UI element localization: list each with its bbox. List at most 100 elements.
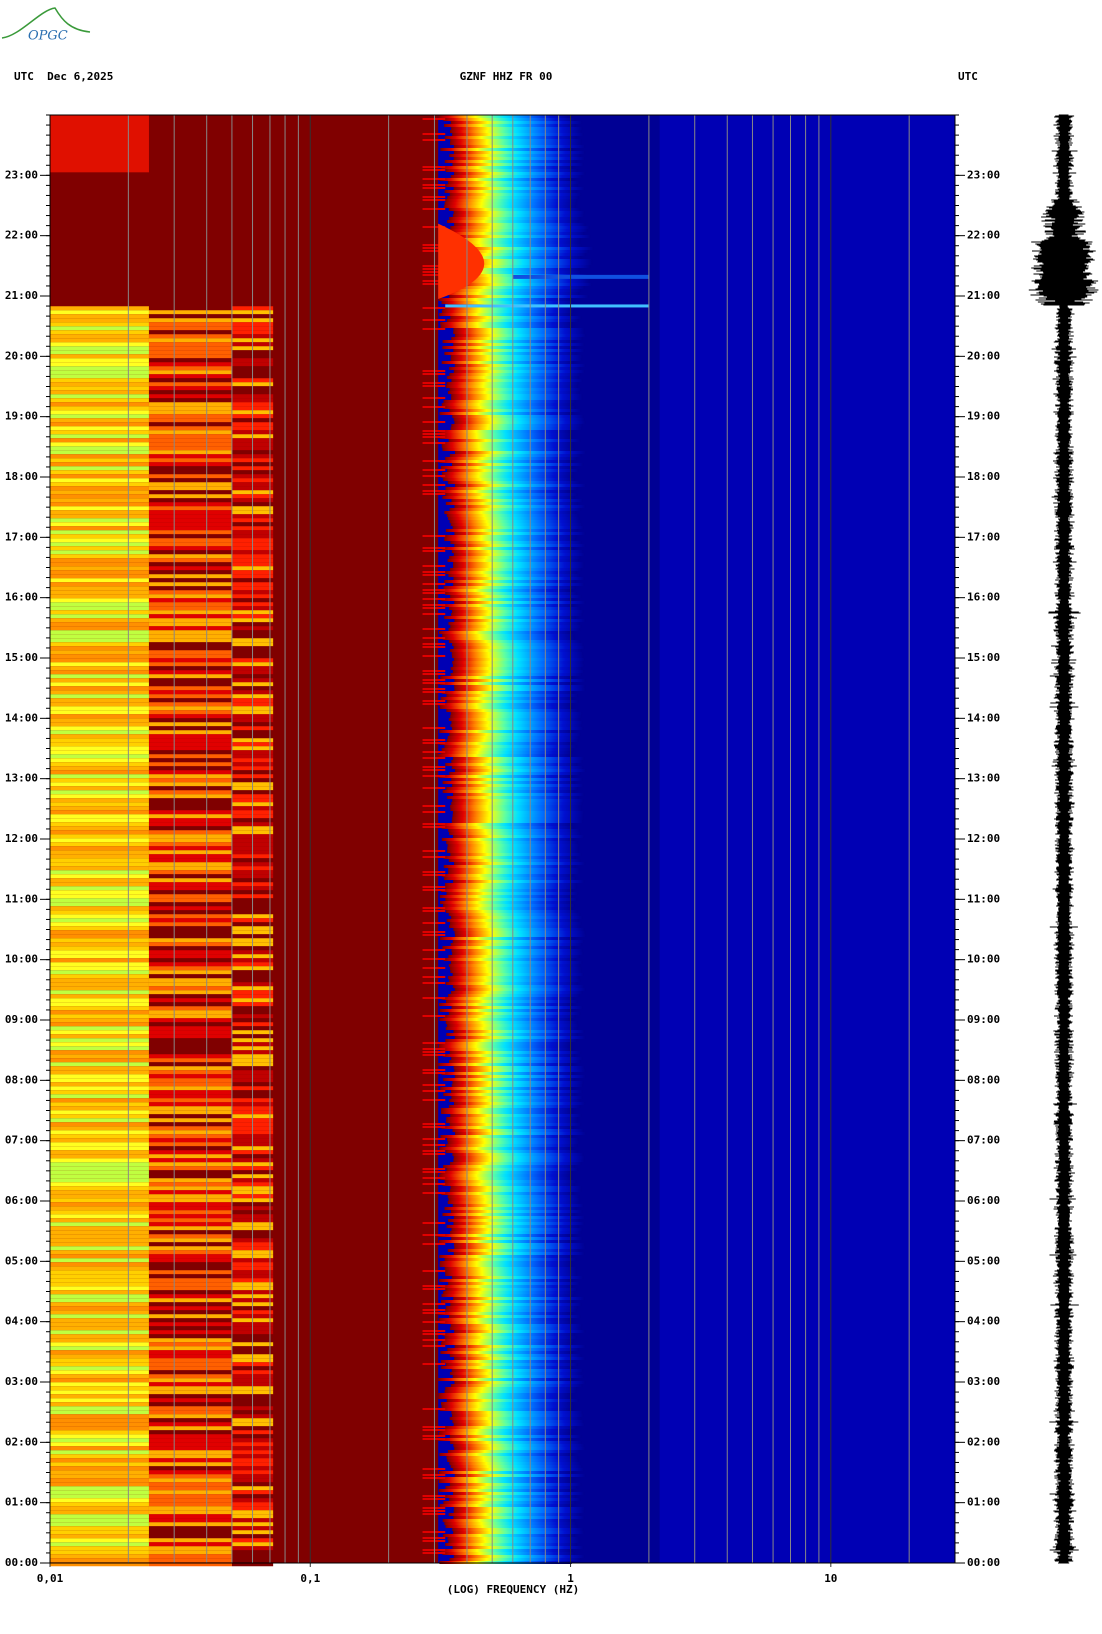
spectrum-edge [442,1333,575,1336]
spectrum-band [148,938,232,943]
spectrum-band [148,422,232,427]
spectrum-band [50,342,149,347]
spectrum-spike [422,673,446,675]
spectrum-band [50,674,149,679]
spectrum-band [148,1166,232,1171]
spectrum-band [148,714,232,719]
spectrum-band [148,766,232,771]
spectrum-edge [446,1117,579,1120]
spectrum-band [148,1074,232,1079]
spectrum-spike [422,433,446,435]
spectrum-band [50,1398,149,1403]
spectrum-band [148,1410,232,1415]
spectrum-band [148,958,232,963]
spectrum-edge [441,445,574,448]
spectrum-edge [445,886,578,889]
spectrum-band [148,406,232,411]
spectrum-band [148,866,232,871]
spectrum-edge [450,523,583,526]
spectrum-band [148,462,232,467]
spectrum-edge [438,1438,571,1441]
spectrum-band [148,514,232,519]
spectrum-band [50,1494,149,1499]
spectrum-dark [570,115,660,1563]
y-tick-label: 15:00 [5,651,38,664]
spectrum-spike [422,382,446,384]
y-tick-label-right: 19:00 [967,410,1000,423]
spectrum-spike [422,271,446,273]
spectrum-band [50,610,149,615]
spectrum-band [50,1102,149,1107]
spectrum-band [148,482,232,487]
spectrum-band [50,1002,149,1007]
spectrum-band [148,1238,232,1243]
spectrum-spike [422,1222,446,1224]
spectrum-spike [422,1438,446,1440]
spectrum-edge [444,1390,577,1393]
spectrum-spike [422,328,446,330]
spectrum-edge [439,1255,572,1258]
spectrum-edge [449,979,581,982]
spectrum-band [148,1090,232,1095]
spectrum-edge [440,325,573,328]
spectrum-edge [449,1483,582,1486]
spectrum-band [50,382,149,387]
spectrum-edge [451,1414,584,1417]
spectrum-edge [452,799,584,802]
spectrum-edge [439,1279,572,1282]
spectrum-spike [422,889,446,891]
spectrum-edge [453,1444,585,1447]
spectrum-band [148,1142,232,1147]
spectrum-spike [422,574,446,576]
spectrum-edge [451,778,583,781]
spectrum-band [50,1466,149,1471]
spectrum-band [148,538,232,543]
spectrum-edge [441,310,575,313]
spectrum-edge [449,1189,582,1192]
spectrum-band [50,1218,149,1223]
spectrum-top [50,115,149,173]
spectrum-band [50,1370,149,1375]
spectrum-edge [447,1141,580,1144]
spectrum-edge [438,1318,572,1321]
spectrum-band [50,806,149,811]
spectrum-band [148,630,232,635]
spectrum-band [50,550,149,555]
spectrum-band [50,1042,149,1047]
spectrum-band [148,738,232,743]
spectrum-edge [438,1393,571,1396]
spectrum-band [148,698,232,703]
spectrum-edge [451,760,583,763]
spectrum-band [148,726,232,731]
spectrum-band [50,530,149,535]
spectrum-edge [444,1522,577,1525]
spectrum-edge [445,1543,578,1546]
spectrum-band [50,406,149,411]
spectrum-edge [449,508,582,511]
spectrum-edge [444,232,585,235]
spectrum-edge [449,409,582,412]
spectrum-band [148,1290,232,1295]
spectrum-band [148,1038,232,1043]
spectrum-spike [422,886,446,888]
spectrum-edge [449,1354,582,1357]
spectrum-band [50,1318,149,1323]
spectrum-band [148,850,232,855]
spectrum-band [50,798,149,803]
spectrum-band [50,694,149,699]
spectrum-edge [446,1168,579,1171]
spectrum-edge [441,442,574,445]
spectrum-band [148,1550,232,1555]
spectrum-band [148,1378,232,1383]
spectrum-spike [422,406,446,408]
spectrum-edge [448,439,581,442]
spectrum-band [148,998,232,1003]
spectrum-band [148,1130,232,1135]
spectrum-band [50,466,149,471]
y-tick-label: 09:00 [5,1013,38,1026]
spectrum-edge [441,748,574,751]
spectrum-edge [453,793,585,796]
spectrum-edge [440,289,582,292]
spectrum-band [148,390,232,395]
spectrum-spike [422,874,446,876]
